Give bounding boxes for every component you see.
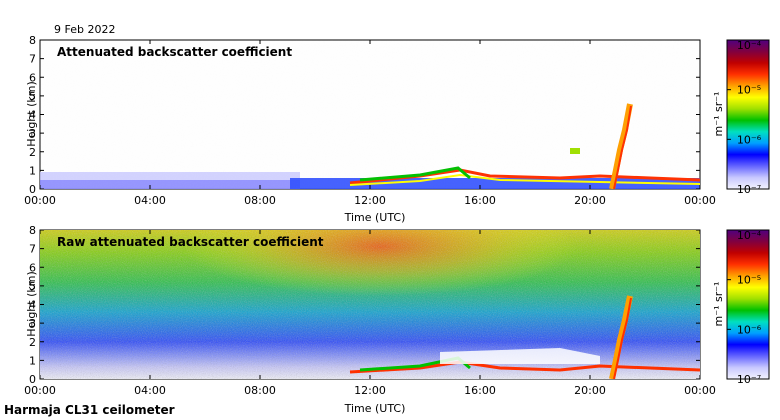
ylabel-bottom: Height (km) [25,271,38,337]
colorbar-tick-label: 10⁻⁵ [737,274,761,287]
y-tick-label: 2 [29,146,36,159]
panel-raw: Raw attenuated backscatter coefficient 0… [24,224,716,415]
x-tick-label: 16:00 [464,384,496,397]
x-tick-label: 08:00 [244,194,276,207]
date-label: 9 Feb 2022 [54,23,115,36]
colorbar-bottom-bar [726,229,770,380]
heatmap-bottom [40,230,700,379]
x-tick-label: 00:00 [24,194,56,207]
panel-attenuated: Attenuated backscatter coefficient 00:00… [24,34,716,224]
axes-top: 00:00 04:00 08:00 12:00 16:00 20:00 00:0001234… [24,34,716,207]
noise-bottom [40,230,700,379]
plume-bottom [609,295,633,379]
title-bottom: Raw attenuated backscatter coefficient [57,235,324,249]
noise-top [40,40,700,189]
x-tick-label: 04:00 [134,194,166,207]
y-tick-label: 3 [29,317,36,330]
y-tick-label: 7 [29,243,36,256]
heatmap-top [40,40,700,189]
x-tick-label: 00:00 [684,194,716,207]
axes-bottom: 00:00 04:00 08:00 12:00 16:00 20:00 00:0001234… [24,224,716,397]
colorbar-tick-label: 10⁻⁶ [737,133,762,146]
colorbar-tick-label: 10⁻⁴ [737,229,762,242]
colorbar-tick-label: 10⁻⁷ [737,373,761,386]
y-tick-label: 1 [29,354,36,367]
y-tick-label: 0 [29,373,36,386]
clear-region-bottom [440,348,600,364]
xlabel-bottom: Time (UTC) [344,402,406,415]
y-tick-label: 0 [29,183,36,196]
colorbar-bottom-ticks: 10⁻⁴ 10⁻⁵ 10⁻⁶ 10⁻⁷ [727,229,762,386]
colorbar-tick-label: 10⁻⁵ [737,84,761,97]
x-tick-label: 20:00 [574,194,606,207]
y-tick-label: 3 [29,127,36,140]
x-tick-label: 00:00 [684,384,716,397]
colorbar-top-unit: m⁻¹ sr⁻¹ [712,92,725,137]
y-tick-label: 2 [29,336,36,349]
y-tick-label: 5 [29,280,36,293]
colorbar-tick-label: 10⁻⁷ [737,183,761,196]
xlabel-top: Time (UTC) [344,211,406,224]
instrument-label: Harmaja CL31 ceilometer [4,403,175,417]
x-tick-label: 08:00 [244,384,276,397]
colorbar-tick-label: 10⁻⁴ [737,39,762,52]
x-tick-label: 20:00 [574,384,606,397]
title-top: Attenuated backscatter coefficient [57,45,292,59]
colorbar-tick-label: 10⁻⁶ [737,323,762,336]
y-tick-label: 5 [29,90,36,103]
plume-core-bottom [613,297,632,379]
x-tick-label: 16:00 [464,194,496,207]
y-tick-label: 6 [29,71,36,84]
colorbar-bottom: 10⁻⁴ 10⁻⁵ 10⁻⁶ 10⁻⁷ m⁻¹ sr⁻¹ [712,229,770,386]
y-tick-label: 6 [29,261,36,274]
cloud-base-bottom [349,360,700,374]
colorbar-top-bar [726,39,770,190]
y-tick-label: 8 [29,224,36,237]
x-tick-label: 12:00 [354,194,386,207]
x-tick-label: 04:00 [134,384,166,397]
colorbar-bottom-unit: m⁻¹ sr⁻¹ [712,282,725,327]
y-tick-label: 4 [29,299,36,312]
colorbar-top-ticks: 10⁻⁴ 10⁻⁵ 10⁻⁶ 10⁻⁷ [727,39,762,196]
x-tick-label: 00:00 [24,384,56,397]
y-tick-label: 4 [29,109,36,122]
y-tick-label: 7 [29,53,36,66]
x-tick-label: 12:00 [354,384,386,397]
colorbar-top: 10⁻⁴ 10⁻⁵ 10⁻⁶ 10⁻⁷ m⁻¹ sr⁻¹ [712,39,770,196]
y-tick-label: 8 [29,34,36,47]
ylabel-top: Height (km) [25,81,38,147]
y-tick-label: 1 [29,164,36,177]
